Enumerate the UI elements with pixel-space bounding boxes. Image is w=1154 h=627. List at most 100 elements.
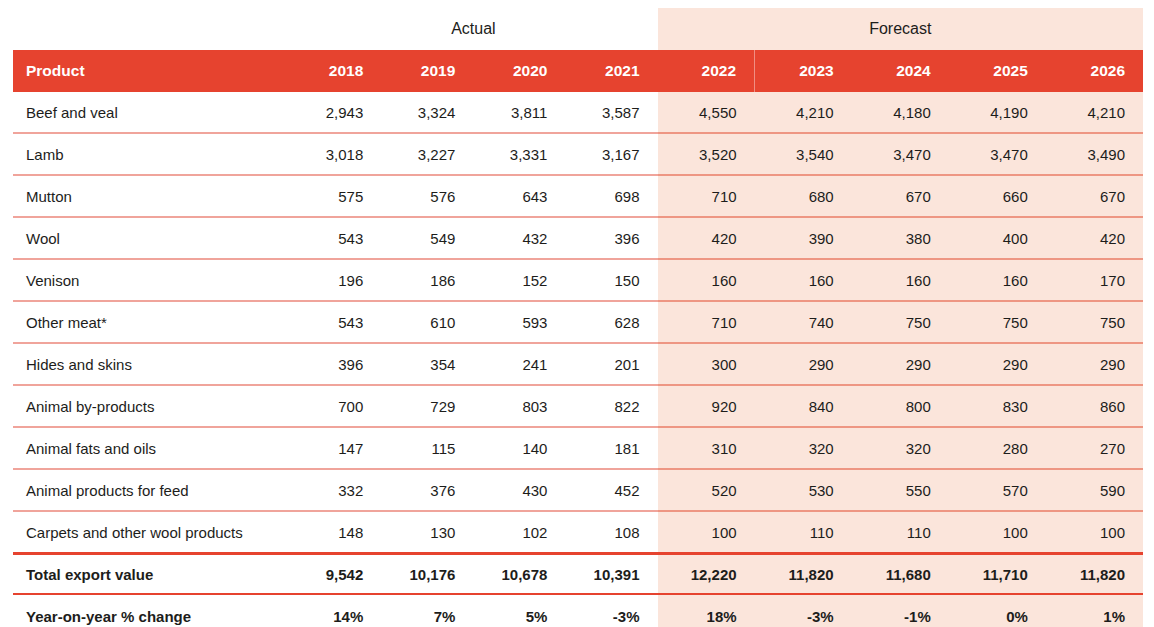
- forecast-value-cell: 840: [755, 385, 852, 427]
- forecast-value-cell: 11,710: [949, 554, 1046, 595]
- product-cell: Carpets and other wool products: [13, 511, 289, 554]
- forecast-value-cell: 160: [852, 259, 949, 301]
- actual-value-cell: 10,391: [565, 554, 657, 595]
- actual-value-cell: 7%: [381, 594, 473, 627]
- forecast-value-cell: 11,820: [755, 554, 852, 595]
- forecast-value-cell: 1%: [1046, 594, 1143, 627]
- forecast-value-cell: 290: [949, 343, 1046, 385]
- forecast-value-cell: 290: [755, 343, 852, 385]
- actual-value-cell: 102: [473, 511, 565, 554]
- forecast-value-cell: 3,470: [949, 133, 1046, 175]
- group-header-spacer: [13, 8, 289, 50]
- forecast-value-cell: 530: [755, 469, 852, 511]
- actual-value-cell: 452: [565, 469, 657, 511]
- forecast-value-cell: 170: [1046, 259, 1143, 301]
- forecast-value-cell: 420: [1046, 217, 1143, 259]
- forecast-value-cell: 420: [658, 217, 755, 259]
- forecast-value-cell: 4,210: [1046, 92, 1143, 133]
- forecast-value-cell: 160: [755, 259, 852, 301]
- actual-value-cell: 196: [289, 259, 381, 301]
- table-row: Lamb3,0183,2273,3313,1673,5203,5403,4703…: [13, 133, 1143, 175]
- actual-value-cell: 543: [289, 217, 381, 259]
- group-header-row: Actual Forecast: [13, 8, 1143, 50]
- table-row: Animal by-products7007298038229208408008…: [13, 385, 1143, 427]
- actual-value-cell: 2,943: [289, 92, 381, 133]
- forecast-value-cell: 680: [755, 175, 852, 217]
- actual-value-cell: -3%: [565, 594, 657, 627]
- forecast-value-cell: 750: [949, 301, 1046, 343]
- forecast-value-cell: 670: [1046, 175, 1143, 217]
- actual-value-cell: 729: [381, 385, 473, 427]
- actual-value-cell: 610: [381, 301, 473, 343]
- forecast-value-cell: -3%: [755, 594, 852, 627]
- forecast-value-cell: 3,540: [755, 133, 852, 175]
- export-value-table: Actual Forecast Product 2018201920202021…: [13, 8, 1143, 627]
- forecast-value-cell: 710: [658, 301, 755, 343]
- actual-value-cell: 396: [289, 343, 381, 385]
- actual-value-cell: 3,227: [381, 133, 473, 175]
- product-cell: Year-on-year % change: [13, 594, 289, 627]
- year-column-header: 2020: [473, 50, 565, 92]
- actual-value-cell: 186: [381, 259, 473, 301]
- actual-value-cell: 3,587: [565, 92, 657, 133]
- actual-value-cell: 803: [473, 385, 565, 427]
- year-column-header: 2025: [949, 50, 1046, 92]
- forecast-value-cell: 4,190: [949, 92, 1046, 133]
- actual-value-cell: 396: [565, 217, 657, 259]
- actual-value-cell: 700: [289, 385, 381, 427]
- forecast-value-cell: 100: [949, 511, 1046, 554]
- forecast-value-cell: 280: [949, 427, 1046, 469]
- product-cell: Animal products for feed: [13, 469, 289, 511]
- forecast-value-cell: 390: [755, 217, 852, 259]
- actual-value-cell: 432: [473, 217, 565, 259]
- product-cell: Venison: [13, 259, 289, 301]
- forecast-value-cell: 290: [852, 343, 949, 385]
- product-cell: Lamb: [13, 133, 289, 175]
- table-row: Beef and veal2,9433,3243,8113,5874,5504,…: [13, 92, 1143, 133]
- forecast-group-header: Forecast: [658, 8, 1144, 50]
- year-column-header: 2018: [289, 50, 381, 92]
- actual-value-cell: 152: [473, 259, 565, 301]
- table-row: Mutton575576643698710680670660670: [13, 175, 1143, 217]
- forecast-value-cell: 520: [658, 469, 755, 511]
- actual-value-cell: 181: [565, 427, 657, 469]
- table-row: Wool543549432396420390380400420: [13, 217, 1143, 259]
- actual-value-cell: 822: [565, 385, 657, 427]
- forecast-value-cell: 12,220: [658, 554, 755, 595]
- forecast-value-cell: 11,820: [1046, 554, 1143, 595]
- actual-value-cell: 549: [381, 217, 473, 259]
- forecast-value-cell: 290: [1046, 343, 1143, 385]
- year-on-year-change-row: Year-on-year % change14%7%5%-3%18%-3%-1%…: [13, 594, 1143, 627]
- forecast-value-cell: 100: [658, 511, 755, 554]
- year-column-header: 2022: [658, 50, 755, 92]
- forecast-value-cell: 750: [1046, 301, 1143, 343]
- actual-value-cell: 3,331: [473, 133, 565, 175]
- actual-value-cell: 332: [289, 469, 381, 511]
- year-column-header: 2023: [755, 50, 852, 92]
- actual-value-cell: 575: [289, 175, 381, 217]
- forecast-value-cell: 670: [852, 175, 949, 217]
- forecast-value-cell: 110: [852, 511, 949, 554]
- forecast-value-cell: 3,490: [1046, 133, 1143, 175]
- forecast-value-cell: 920: [658, 385, 755, 427]
- actual-value-cell: 354: [381, 343, 473, 385]
- actual-value-cell: 430: [473, 469, 565, 511]
- export-value-table-page: Actual Forecast Product 2018201920202021…: [0, 0, 1154, 627]
- forecast-value-cell: 310: [658, 427, 755, 469]
- forecast-value-cell: 4,210: [755, 92, 852, 133]
- forecast-value-cell: 800: [852, 385, 949, 427]
- actual-value-cell: 593: [473, 301, 565, 343]
- forecast-value-cell: -1%: [852, 594, 949, 627]
- forecast-value-cell: 740: [755, 301, 852, 343]
- forecast-value-cell: 320: [755, 427, 852, 469]
- forecast-value-cell: 160: [658, 259, 755, 301]
- table-body: Beef and veal2,9433,3243,8113,5874,5504,…: [13, 92, 1143, 627]
- table-row: Animal fats and oils14711514018131032032…: [13, 427, 1143, 469]
- year-column-header: 2026: [1046, 50, 1143, 92]
- product-cell: Beef and veal: [13, 92, 289, 133]
- actual-value-cell: 5%: [473, 594, 565, 627]
- actual-value-cell: 3,018: [289, 133, 381, 175]
- actual-value-cell: 3,324: [381, 92, 473, 133]
- table-row: Animal products for feed3323764304525205…: [13, 469, 1143, 511]
- actual-value-cell: 628: [565, 301, 657, 343]
